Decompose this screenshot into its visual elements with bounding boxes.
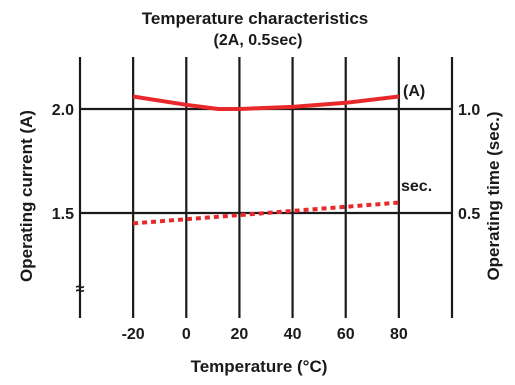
y-axis-label-right: Operating time (sec.)	[484, 111, 503, 280]
y-axis-label-left: Operating current (A)	[17, 110, 36, 282]
y-left-tick-label-1: 1.5	[52, 206, 74, 223]
series	[132, 94, 400, 226]
series-line-0	[132, 94, 400, 111]
x-tick-label-5: 80	[390, 326, 408, 343]
x-axis-label: Temperature (°C)	[191, 357, 328, 376]
series-label-1: sec.	[401, 178, 432, 195]
chart-title: Temperature characteristics	[142, 9, 368, 28]
tick-labels: -20 0 20 40 60 80 2.0 1.5 1.0 0.5	[52, 102, 481, 343]
axis-break-symbol: ≈	[76, 281, 85, 298]
x-tick-label-4: 60	[337, 326, 355, 343]
chart-subtitle: (2A, 0.5sec)	[214, 32, 303, 49]
series-label-0: (A)	[403, 83, 425, 100]
series-labels: (A) sec.	[401, 83, 432, 195]
x-tick-label-3: 40	[284, 326, 302, 343]
x-tick-label-2: 20	[231, 326, 249, 343]
x-tick-label-0: -20	[122, 326, 145, 343]
y-right-tick-label-1: 0.5	[458, 206, 480, 223]
x-tick-label-1: 0	[182, 326, 191, 343]
y-left-tick-label-0: 2.0	[52, 102, 74, 119]
y-right-tick-label-0: 1.0	[458, 102, 480, 119]
